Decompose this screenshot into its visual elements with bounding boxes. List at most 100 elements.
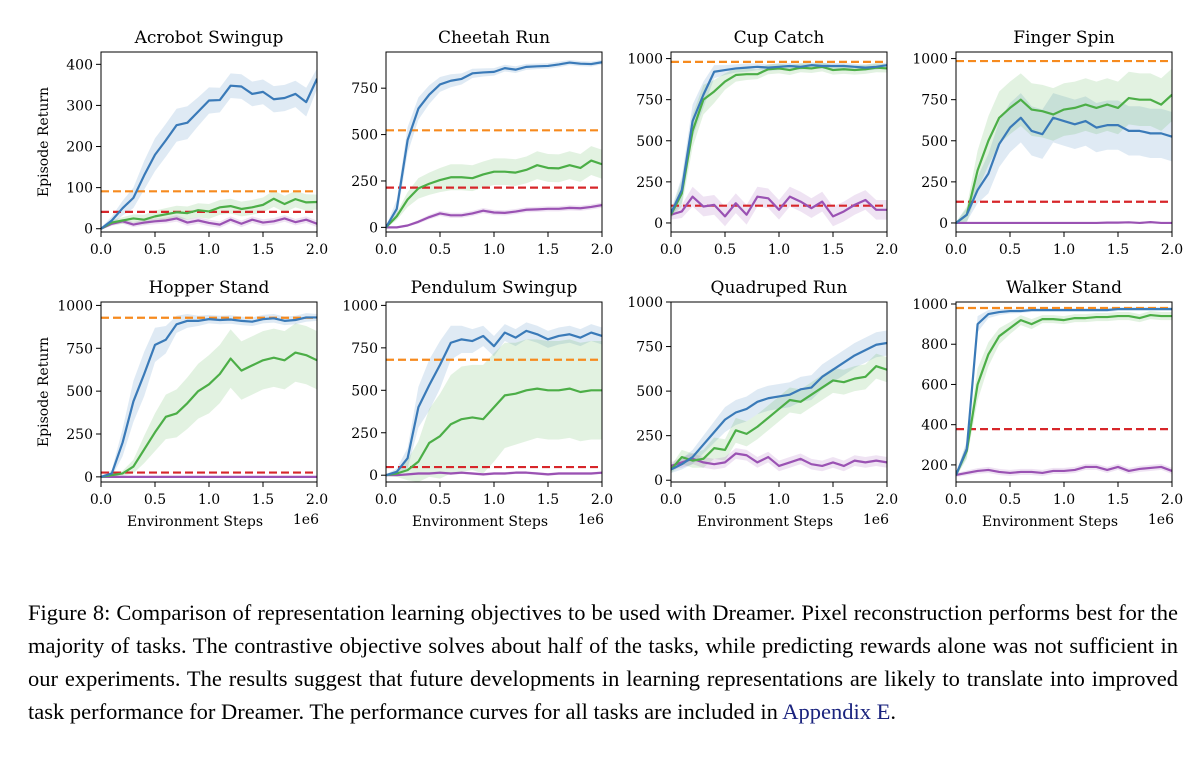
series-line-dreamer-reconstruction [101,316,317,478]
y-tick-label: 800 [921,337,948,353]
band-dreamer-contrastive [101,323,317,478]
series-line-dreamer-contrastive [956,93,1172,224]
series-line-dreamer-contrastive [671,365,887,471]
series-line-dreamer-reconstruction [671,64,887,214]
x-axis-multiplier: 1e6 [293,512,319,528]
band-dreamer-reward-only [671,448,887,472]
x-tick-label: 1.5 [1107,242,1129,258]
band-dreamer-reconstruction [101,313,317,478]
series-line-dreamer-reconstruction [956,116,1172,224]
series-line-dreamer-reward-only [956,221,1172,225]
y-tick-label: 300 [66,98,93,114]
band-dreamer-contrastive [956,311,1172,477]
x-tick-label: 0.5 [144,242,166,258]
series-line-dreamer-reward-only [671,195,887,218]
caption-end: . [890,699,896,724]
x-tick-label: 1.0 [198,492,220,508]
x-tick-label: 1.0 [483,492,505,508]
y-tick-label: 1000 [627,52,663,68]
y-tick-label: 250 [636,175,663,191]
y-tick-label: 0 [369,220,378,236]
x-tick-label: 0.5 [999,242,1021,258]
y-tick-label: 500 [636,134,663,150]
y-tick-label: 250 [636,429,663,445]
y-tick-label: 750 [921,93,948,109]
band-dreamer-contrastive [386,339,602,482]
plot-area-cheetah-run [386,59,602,229]
x-tick-label: 2.0 [876,492,898,508]
x-axis-multiplier: 1e6 [863,512,889,528]
x-tick-label: 1.0 [1053,492,1075,508]
x-tick-label: 0.0 [375,492,397,508]
x-tick-label: 2.0 [306,242,328,258]
x-tick-label: 2.0 [591,242,613,258]
plot-area-cup-catch [671,60,887,227]
plot-area-finger-spin [956,59,1172,225]
x-tick-label: 0.0 [90,242,112,258]
y-tick-label: 250 [351,426,378,442]
band-dreamer-reconstruction [956,307,1172,477]
x-axis-label: Environment Steps [697,514,833,530]
y-axis-label: Episode Return [36,337,52,447]
series-line-dreamer-contrastive [386,387,602,477]
y-axis-label: Episode Return [36,87,52,197]
panel-title: Cup Catch [734,28,825,48]
y-tick-label: 500 [636,384,663,400]
plot-area-pendulum-swingup [386,322,602,482]
x-axis-multiplier: 1e6 [1148,512,1174,528]
panel-acrobot-swingup: Acrobot Swingup 0.0 0.5 1.0 1.5 2.0 0 100 200 300… [36,28,328,258]
appendix-link[interactable]: Appendix E [782,699,891,724]
panel-pendulum-swingup: Pendulum Swingup 0.0 0.5 1.0 1.5 2.0 0 250 500 75… [342,278,613,530]
y-tick-label: 600 [921,377,948,393]
band-dreamer-reconstruction [671,330,887,474]
y-tick-label: 400 [921,418,948,434]
y-tick-label: 0 [369,468,378,484]
y-tick-label: 500 [351,383,378,399]
x-tick-label: 0.5 [999,492,1021,508]
x-tick-label: 2.0 [1161,492,1183,508]
x-tick-label: 2.0 [306,492,328,508]
x-tick-label: 0.0 [90,492,112,508]
band-dreamer-contrastive [671,353,887,474]
panel-finger-spin: Finger Spin 0.0 0.5 1.0 1.5 2.0 0 250 500 750 1000 [912,28,1183,258]
band-dreamer-contrastive [671,62,887,219]
panel-walker-stand: Walker Stand 0.0 0.5 1.0 1.5 2.0 200 400 600 800 1… [912,278,1183,530]
series-line-dreamer-reconstruction [956,307,1172,476]
figure-caption: Figure 8: Comparison of representation l… [28,596,1178,728]
y-tick-label: 500 [921,134,948,150]
panel-title: Hopper Stand [149,278,270,298]
y-tick-label: 100 [66,181,93,197]
band-dreamer-contrastive [386,146,602,228]
y-tick-label: 500 [351,128,378,144]
y-tick-label: 1000 [912,52,948,68]
y-tick-label: 250 [351,174,378,190]
x-tick-label: 0.0 [945,492,967,508]
x-tick-label: 0.5 [429,492,451,508]
series-line-dreamer-reward-only [671,452,887,468]
band-dreamer-reward-only [386,202,602,228]
figure-grid: Acrobot Swingup 0.0 0.5 1.0 1.5 2.0 0 100 200 300… [36,28,1183,530]
panel-cup-catch: Cup Catch 0.0 0.5 1.0 1.5 2.0 0 250 500 750 1000 [627,28,898,258]
series-line-dreamer-contrastive [956,313,1172,476]
y-tick-label: 250 [66,427,93,443]
series-line-dreamer-reward-only [386,471,602,477]
y-tick-label: 0 [939,216,948,232]
panel-title: Walker Stand [1006,278,1122,298]
x-tick-label: 1.5 [822,242,844,258]
x-tick-label: 0.5 [144,492,166,508]
x-tick-label: 1.0 [768,242,790,258]
caption-text: Figure 8: Comparison of representation l… [28,600,1178,724]
x-axis-label: Environment Steps [127,514,263,530]
axes-frame [385,51,603,233]
x-tick-label: 0.0 [945,242,967,258]
series-line-dreamer-reconstruction [671,341,887,471]
x-tick-label: 1.0 [1053,242,1075,258]
x-tick-label: 1.5 [1107,492,1129,508]
y-tick-label: 1000 [57,298,93,314]
x-tick-label: 0.0 [375,242,397,258]
y-tick-label: 0 [84,470,93,486]
y-tick-label: 750 [636,340,663,356]
y-tick-label: 750 [351,81,378,97]
panel-quadruped-run: Quadruped Run 0.0 0.5 1.0 1.5 2.0 0 250 500 750 10… [627,278,898,530]
panel-title: Finger Spin [1013,28,1115,48]
